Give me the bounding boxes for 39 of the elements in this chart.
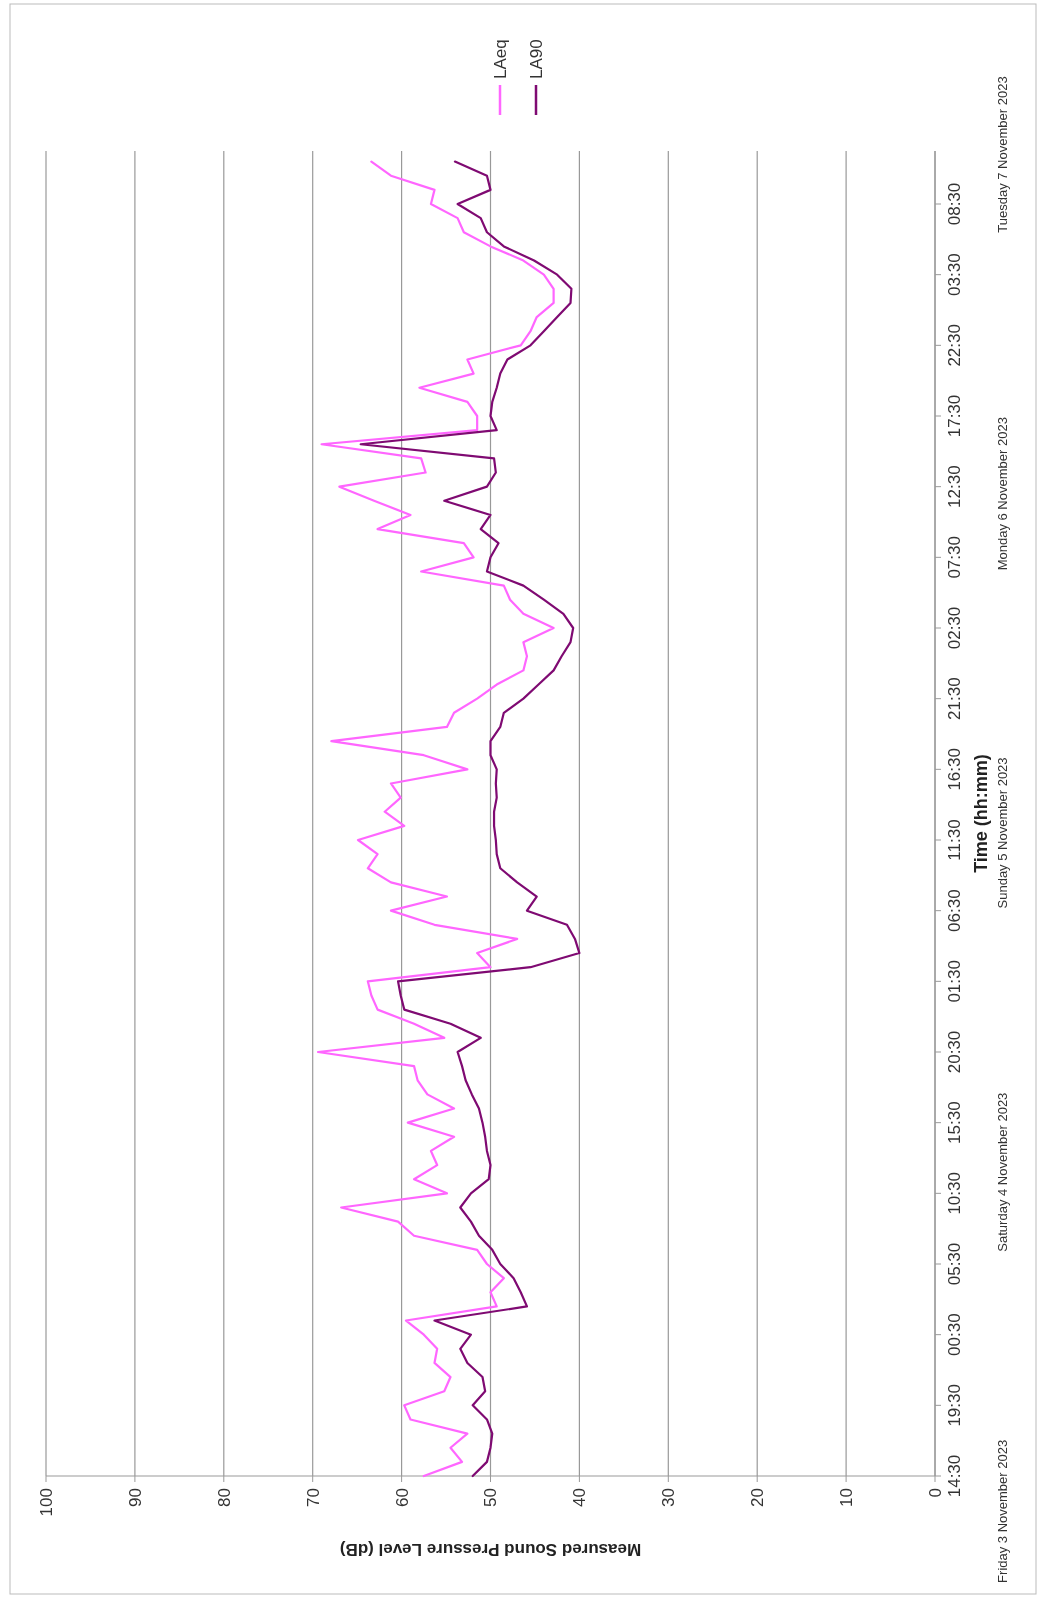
y-tick-label: 17:30 [945,394,964,438]
text: LAeq [490,39,510,79]
x-tick-label: 50 [481,1488,501,1507]
y-tick-label: 16:30 [945,748,964,791]
y-tick-label: 08:30 [945,182,964,226]
text: Friday 3 November 2023 [995,1439,1010,1583]
text: Saturday 4 November 2023 [995,1092,1010,1252]
y-tick-label: 21:30 [945,677,964,720]
x-tick-label: 0 [925,1488,945,1498]
text: LA90 [526,39,546,79]
y-tick-label: 19:30 [945,1384,964,1427]
x-tick-label: 10 [837,1488,857,1507]
y-tick-label: 03:30 [945,253,964,296]
y-tick-label: 10:30 [945,1172,964,1215]
y-tick-label: 22:30 [945,324,964,367]
x-tick-label: 60 [392,1488,412,1507]
y-tick-label: 00:30 [945,1313,964,1356]
y-axis-title: Time (hh:mm) [971,754,991,873]
y-tick-label: 12:30 [945,465,964,508]
text: Monday 6 November 2023 [995,417,1010,571]
x-tick-label: 20 [748,1488,768,1507]
y-tick-label: 14:30 [945,1454,964,1498]
y-tick-label: 01:30 [945,960,964,1003]
y-tick-label: 06:30 [945,889,964,932]
y-tick-label: 11:30 [945,819,964,861]
x-axis-title: Measured Sound Pressure Level (dB) [339,1540,642,1559]
x-tick-label: 70 [303,1488,323,1507]
x-tick-label: 30 [659,1488,679,1507]
text: Tuesday 7 November 2023 [995,76,1010,233]
x-tick-label: 90 [125,1488,145,1507]
text: Sunday 5 November 2023 [995,757,1010,909]
y-tick-label: 02:30 [945,606,964,650]
y-tick-label: 05:30 [945,1242,964,1286]
x-tick-label: 80 [214,1488,234,1507]
y-tick-label: 15:30 [945,1101,964,1144]
y-tick-label: 07:30 [945,536,964,579]
x-tick-label: 40 [570,1488,590,1507]
x-tick-label: 100 [36,1488,56,1517]
y-tick-label: 20:30 [945,1030,964,1074]
